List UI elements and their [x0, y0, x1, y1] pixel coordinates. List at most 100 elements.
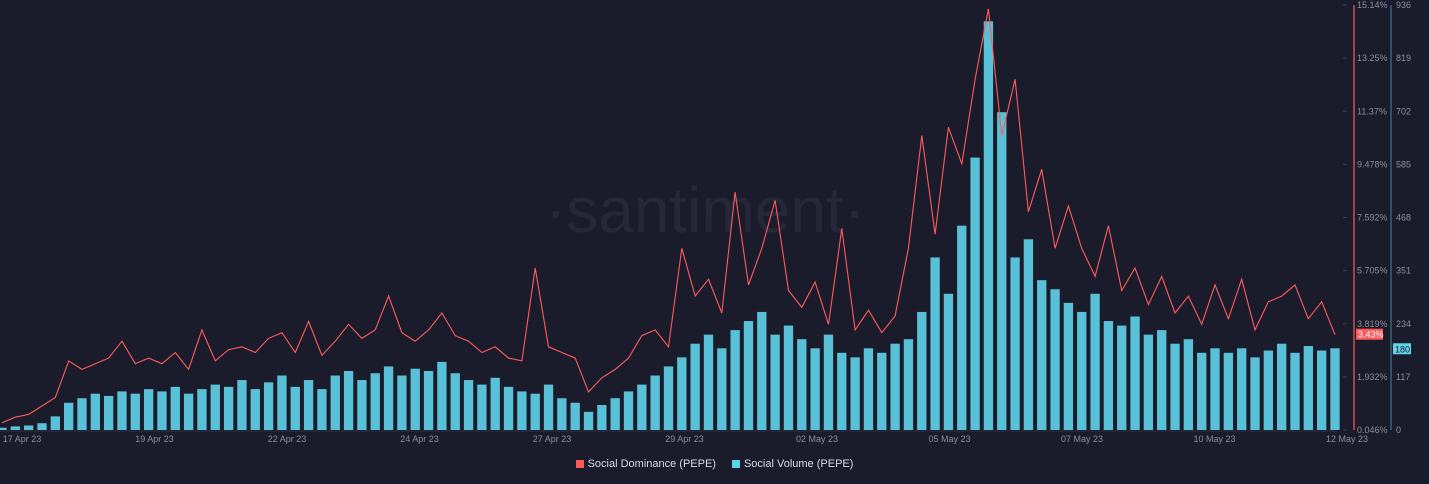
volume-bar	[383, 366, 394, 430]
volume-tick-label: 0	[1396, 425, 1401, 435]
volume-bar	[397, 375, 407, 430]
volume-bar	[23, 425, 34, 430]
volume-bar	[583, 411, 594, 430]
volume-bar	[130, 393, 140, 430]
volume-bar	[983, 21, 994, 430]
volume-bar	[850, 357, 860, 430]
volume-bar	[303, 380, 314, 430]
volume-bar	[1090, 293, 1100, 430]
x-tick-label: 17 Apr 23	[3, 434, 42, 444]
volume-bar	[63, 402, 74, 430]
volume-bar	[277, 375, 287, 430]
volume-bar	[0, 427, 7, 430]
volume-bar	[783, 325, 794, 430]
volume-bar	[1263, 350, 1274, 430]
volume-bar	[997, 112, 1007, 431]
volume-bar	[797, 339, 807, 430]
volume-bar	[250, 389, 260, 430]
volume-bar	[517, 391, 527, 430]
volume-bar	[183, 393, 194, 430]
volume-bar	[50, 416, 60, 430]
x-tick-label: 12 May 23	[1326, 434, 1368, 444]
volume-bar	[663, 366, 674, 430]
volume-bar	[1130, 316, 1140, 430]
x-tick-label: 22 Apr 23	[268, 434, 307, 444]
volume-bar	[10, 426, 20, 430]
volume-bar	[770, 334, 780, 430]
dominance-last-value-badge	[1356, 328, 1383, 340]
chart: ·santiment· 15.14% 13.25% 11.37% 9.478% 7.59…	[0, 0, 1411, 444]
volume-bar	[343, 370, 354, 430]
volume-bar	[450, 373, 460, 430]
volume-bar	[1250, 357, 1260, 430]
volume-bar	[143, 389, 154, 430]
volume-bar	[317, 389, 327, 430]
volume-bar	[637, 384, 647, 430]
volume-bar	[917, 311, 927, 430]
volume-bar	[623, 391, 634, 430]
legend-label: Social Volume (PEPE)	[743, 458, 854, 470]
volume-bar	[223, 386, 234, 430]
volume-bar	[570, 402, 580, 430]
volume-bar	[970, 157, 980, 431]
volume-bar	[877, 352, 887, 430]
volume-tick-label: 468	[1396, 213, 1411, 223]
volume-tick-label: 819	[1396, 53, 1411, 63]
x-tick-label: 24 Apr 23	[400, 434, 439, 444]
dominance-tick-label: 3.819%	[1357, 319, 1388, 329]
dominance-line	[1, 8, 1336, 424]
volume-bar	[290, 386, 300, 430]
legend: Social Dominance (PEPE) Social Volume (P…	[0, 458, 1429, 470]
volume-bar	[677, 357, 687, 430]
watermark: ·santiment·	[545, 174, 865, 246]
volume-bar	[743, 321, 754, 430]
volume-bar	[703, 334, 714, 430]
volume-tick-label: 351	[1396, 266, 1411, 276]
volume-bar	[410, 368, 420, 430]
dominance-tick-label: 15.14%	[1357, 0, 1388, 10]
volume-bar	[197, 389, 207, 430]
x-tick-label: 05 May 23	[928, 434, 970, 444]
volume-bar	[370, 373, 380, 430]
volume-bar	[357, 380, 367, 430]
volume-bar	[823, 334, 834, 430]
dominance-tick-label: 7.592%	[1357, 213, 1388, 223]
volume-bars	[0, 21, 1340, 431]
volume-bar	[543, 384, 554, 430]
volume-bar	[1277, 343, 1287, 430]
legend-item-social-volume[interactable]: Social Volume (PEPE)	[731, 458, 854, 470]
volume-bar	[1157, 330, 1167, 430]
volume-bar	[1317, 350, 1327, 430]
volume-bar	[1170, 343, 1180, 430]
dominance-tick-label: 11.37%	[1357, 106, 1387, 116]
volume-tick-label: 702	[1396, 106, 1411, 116]
volume-bar	[1077, 311, 1087, 430]
volume-bar	[37, 423, 47, 430]
volume-bar	[1290, 352, 1300, 430]
volume-bar	[210, 384, 220, 430]
volume-bar	[557, 398, 567, 430]
dominance-tick-label: 9.478%	[1357, 159, 1388, 169]
volume-bar	[1183, 339, 1194, 430]
volume-bar	[610, 398, 620, 430]
volume-bar	[1223, 352, 1234, 430]
legend-swatch	[575, 460, 584, 468]
volume-bar	[957, 225, 967, 430]
volume-bar	[530, 393, 540, 430]
volume-bar	[757, 311, 767, 430]
dominance-tick-label: 5.705%	[1357, 266, 1388, 276]
dominance-tick-label: 1.932%	[1357, 372, 1388, 382]
x-tick-label: 10 May 23	[1193, 434, 1235, 444]
legend-label: Social Dominance (PEPE)	[587, 458, 716, 470]
volume-bar	[717, 348, 727, 430]
volume-bar	[237, 380, 247, 430]
volume-bar	[730, 330, 740, 430]
volume-tick-label: 117	[1396, 372, 1410, 382]
volume-bar	[1303, 345, 1314, 430]
dominance-series-line	[1, 8, 1336, 424]
volume-bar	[103, 395, 114, 430]
legend-item-social-dominance[interactable]: Social Dominance (PEPE)	[575, 458, 716, 470]
volume-tick-label: 234	[1396, 319, 1411, 329]
volume-bar	[1050, 289, 1060, 430]
x-tick-label: 07 May 23	[1061, 434, 1103, 444]
